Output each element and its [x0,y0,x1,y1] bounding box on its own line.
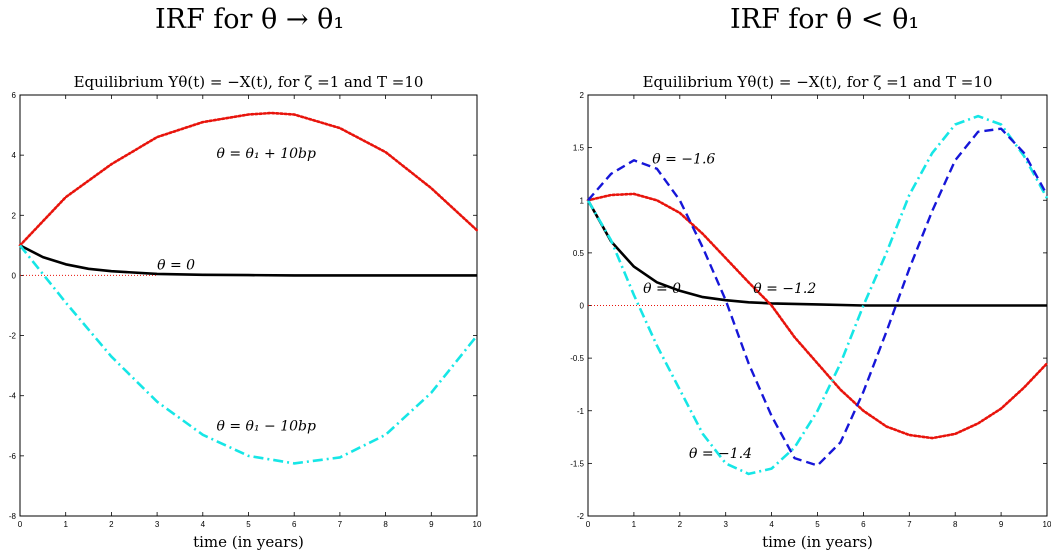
left-xtick-label: 1 [63,520,68,529]
right-xaxis-label: time (in years) [762,533,873,551]
right-xtick-label: 8 [953,520,958,529]
right-chart: Equilibrium Yθ(t) = −X(t), for ζ =1 and … [570,73,1051,551]
right-series--0 [586,199,1047,307]
left-xtick-label: 0 [18,520,23,529]
right-xtick-label: 10 [1043,520,1051,529]
right-series-label: θ = −1.6 [652,151,715,167]
right-xtick-label: 5 [815,520,820,529]
left-ytick-label: -8 [9,512,17,521]
right-ytick-label: 2 [580,91,585,100]
right-ytick-label: 0 [580,302,585,311]
right-ytick-label: -1.5 [570,459,584,468]
left-xtick-label: 3 [155,520,160,529]
left-xtick-label: 2 [109,520,114,529]
left-series--0 [19,244,477,277]
left-xaxis-label: time (in years) [193,533,304,551]
left-ytick-label: -6 [9,452,17,461]
left-panel-heading: IRF for θ → θ₁ [155,4,345,35]
right-ytick-label: -1 [577,407,585,416]
left-xtick-label: 4 [201,520,206,529]
left-ytick-label: -4 [9,392,17,401]
left-series--10bp [18,244,479,465]
left-series-label: θ = θ₁ − 10bp [217,418,317,434]
left-xtick-label: 9 [429,520,434,529]
right-series--1-4 [586,114,1049,476]
left-ytick-label: 2 [12,211,17,220]
right-xtick-label: 1 [632,520,637,529]
right-ytick-label: -0.5 [570,354,584,363]
right-xtick-label: 7 [907,520,912,529]
left-xtick-label: 8 [383,520,388,529]
left-series-label: θ = 0 [157,257,195,273]
left-xtick-label: 10 [473,520,482,529]
left-chart-title: Equilibrium Yθ(t) = −X(t), for ζ =1 and … [74,73,424,91]
right-panel-heading: IRF for θ < θ₁ [730,4,920,35]
right-ytick-label: 1.5 [573,144,585,153]
right-series--1-2 [586,192,1049,440]
left-series-label: θ = θ₁ + 10bp [217,146,317,162]
right-xtick-label: 6 [861,520,866,529]
left-ytick-label: 6 [12,91,17,100]
left-xtick-label: 7 [338,520,343,529]
left-chart: Equilibrium Yθ(t) = −X(t), for ζ =1 and … [9,73,482,551]
left-ytick-label: -2 [9,332,17,341]
right-series-label: θ = −1.4 [689,446,752,462]
right-xtick-label: 2 [678,520,683,529]
right-xtick-label: 3 [723,520,728,529]
right-xtick-label: 0 [586,520,591,529]
right-ytick-label: 0.5 [573,249,585,258]
left-ytick-label: 4 [12,151,17,160]
left-xtick-label: 6 [292,520,297,529]
left-xtick-label: 5 [246,520,251,529]
right-series-label: θ = −1.2 [753,281,816,297]
right-ytick-label: -2 [577,512,585,521]
right-series-label: θ = 0 [643,281,681,297]
right-xtick-label: 4 [769,520,774,529]
right-ytick-label: 1 [580,196,585,205]
right-xtick-label: 9 [999,520,1004,529]
left-ytick-label: 0 [12,271,17,280]
right-chart-title: Equilibrium Yθ(t) = −X(t), for ζ =1 and … [643,73,993,91]
right-series--1-6 [587,127,1049,467]
left-series--10bp [18,111,479,247]
